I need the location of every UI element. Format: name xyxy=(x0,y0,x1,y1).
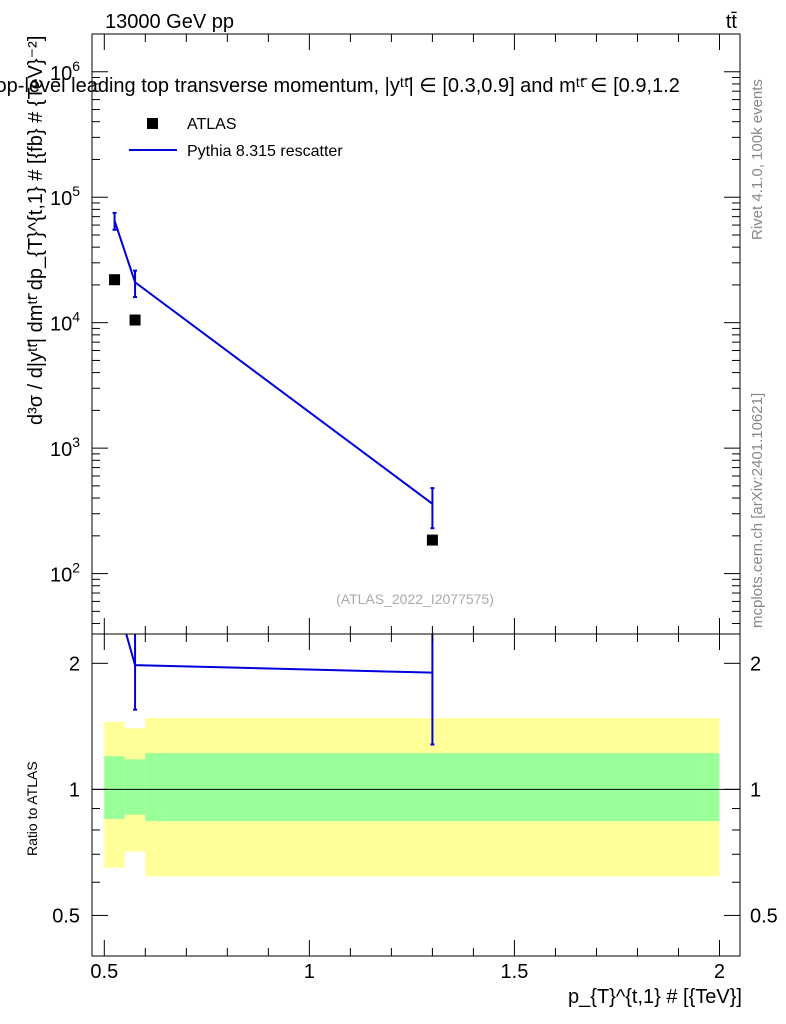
atlas-data-point xyxy=(109,274,121,286)
ratio-y-axis-label: Ratio to ATLAS xyxy=(24,761,40,856)
mcplots-label: mcplots.cern.ch [arXiv:2401.10621] xyxy=(749,393,766,628)
ratio-y-tick-label-left: 1 xyxy=(69,779,80,801)
main-y-axis-label: d³σ / d|yᵗᵗ̄| dmᵗᵗ̄ dp_{T}^{t,1} # [{fb}… xyxy=(25,36,47,425)
main-series xyxy=(109,211,438,546)
x-axis-ticks: 0.5 1 1.5 2 xyxy=(90,34,725,983)
atlas-data-point xyxy=(129,314,141,326)
header-process-label: tt̄ xyxy=(726,11,738,33)
legend: ATLAS Pythia 8.315 rescatter xyxy=(129,116,343,160)
x-tick-label: 0.5 xyxy=(90,961,118,983)
ratio-uncertainty-bands xyxy=(92,718,740,877)
main-y-tick-label: 104 xyxy=(50,309,80,336)
legend-atlas-label: ATLAS xyxy=(187,116,237,133)
x-axis-label: p_{T}^{t,1} # [{TeV}] xyxy=(568,986,742,1008)
legend-pythia-label: Pythia 8.315 rescatter xyxy=(187,143,343,160)
ratio-y-tick-label-left: 2 xyxy=(69,653,80,675)
main-y-tick-label: 102 xyxy=(50,560,80,587)
plot-title: top-level leading top transverse momentu… xyxy=(0,75,680,97)
atlas-data-point xyxy=(426,534,438,546)
main-y-tick-label: 103 xyxy=(50,434,80,461)
main-y-tick-label: 105 xyxy=(50,183,80,210)
header-energy-label: 13000 GeV pp xyxy=(105,11,234,33)
ratio-series xyxy=(125,634,435,746)
ratio-y-tick-label-right: 1 xyxy=(750,779,761,801)
ratio-frame xyxy=(91,633,741,957)
ratio-inner-band xyxy=(104,756,125,819)
ratio-panel: 0.5 0.5 1 1 2 2 Ratio to ATLAS xyxy=(24,634,778,957)
ratio-y-tick-label-left: 0.5 xyxy=(52,905,80,927)
rivet-version-label: Rivet 4.1.0, 100k events xyxy=(749,79,766,240)
x-tick-label: 1 xyxy=(304,961,315,983)
analysis-watermark: (ATLAS_2022_I2077575) xyxy=(336,591,494,607)
pythia-main-line xyxy=(113,220,434,505)
x-tick-label: 2 xyxy=(714,961,725,983)
x-tick-label: 1.5 xyxy=(501,961,529,983)
ratio-y-tick-label-right: 2 xyxy=(750,653,761,675)
ratio-y-tick-label-right: 0.5 xyxy=(750,905,778,927)
legend-atlas-marker xyxy=(147,118,158,129)
ratio-inner-band xyxy=(124,759,146,815)
ratio-inner-band xyxy=(145,753,720,822)
